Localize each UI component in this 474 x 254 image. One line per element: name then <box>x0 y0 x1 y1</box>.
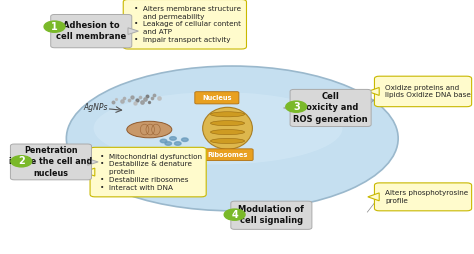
FancyBboxPatch shape <box>90 147 206 197</box>
Ellipse shape <box>202 107 252 149</box>
Text: Penetration
inside the cell and
nucleus: Penetration inside the cell and nucleus <box>9 146 92 178</box>
Polygon shape <box>368 87 379 96</box>
Polygon shape <box>368 193 379 201</box>
Circle shape <box>44 21 65 32</box>
Ellipse shape <box>210 130 245 135</box>
FancyBboxPatch shape <box>374 183 472 211</box>
Text: 1: 1 <box>51 22 58 32</box>
FancyBboxPatch shape <box>290 89 371 126</box>
Text: 3: 3 <box>293 102 300 112</box>
Polygon shape <box>224 212 235 219</box>
Text: •  Mitochondrial dysfunction
•  Destabilize & denature
    protein
•  Destabiliz: • Mitochondrial dysfunction • Destabiliz… <box>100 154 202 190</box>
Circle shape <box>160 139 167 143</box>
Ellipse shape <box>127 121 172 138</box>
Circle shape <box>11 156 32 167</box>
Text: •  Alters membrane structure
    and permeability
•  Leakage of cellular content: • Alters membrane structure and permeabi… <box>134 6 241 43</box>
Text: Nucleus: Nucleus <box>202 95 232 101</box>
Polygon shape <box>83 168 95 176</box>
Polygon shape <box>283 105 294 111</box>
Text: 4: 4 <box>231 210 238 220</box>
Ellipse shape <box>210 112 245 117</box>
Polygon shape <box>128 28 138 35</box>
Text: AgNPs: AgNPs <box>83 103 108 113</box>
Text: 2: 2 <box>18 156 25 166</box>
FancyBboxPatch shape <box>123 0 246 49</box>
Circle shape <box>182 138 188 141</box>
Ellipse shape <box>66 66 398 211</box>
Circle shape <box>174 142 181 145</box>
FancyBboxPatch shape <box>51 14 132 48</box>
Polygon shape <box>88 158 98 165</box>
Ellipse shape <box>94 92 342 165</box>
Text: Cell
toxicity and
ROS generation: Cell toxicity and ROS generation <box>293 92 368 123</box>
FancyBboxPatch shape <box>10 144 91 180</box>
Ellipse shape <box>210 121 245 126</box>
Text: Alters phosphotyrosine
profile: Alters phosphotyrosine profile <box>385 190 468 204</box>
FancyBboxPatch shape <box>374 76 472 107</box>
Circle shape <box>286 101 307 112</box>
FancyBboxPatch shape <box>202 149 253 161</box>
Circle shape <box>224 209 245 220</box>
Text: Ribosomes: Ribosomes <box>207 152 248 158</box>
Ellipse shape <box>210 138 245 144</box>
Text: Oxidize proteins and
lipids Oxidize DNA base: Oxidize proteins and lipids Oxidize DNA … <box>385 85 471 98</box>
Text: Modulation of
cell signaling: Modulation of cell signaling <box>238 205 304 225</box>
Circle shape <box>170 137 176 140</box>
Polygon shape <box>117 20 128 28</box>
Circle shape <box>165 142 172 145</box>
FancyBboxPatch shape <box>195 92 239 104</box>
Text: Adhesion to
cell membrane: Adhesion to cell membrane <box>56 21 127 41</box>
FancyBboxPatch shape <box>231 201 312 229</box>
